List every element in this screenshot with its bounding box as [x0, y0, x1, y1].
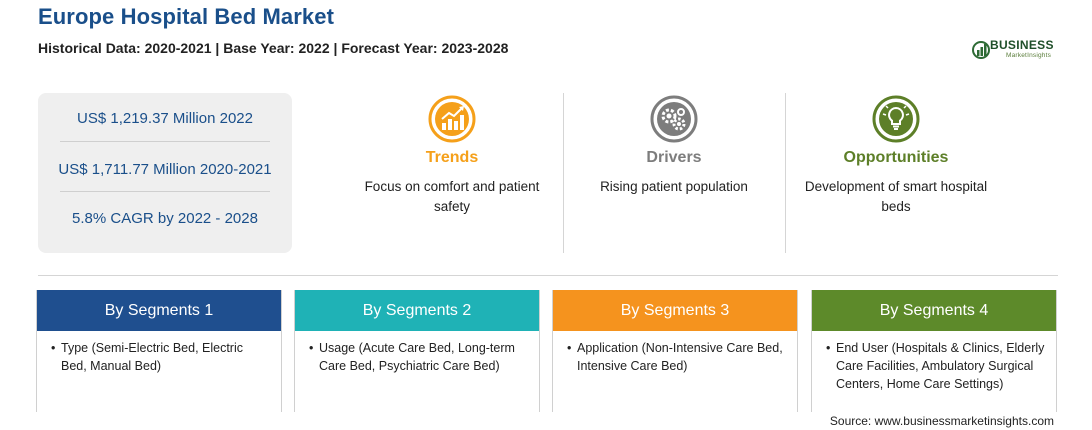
- column-divider: [785, 93, 786, 253]
- drivers-column: Drivers Rising patient population: [574, 95, 774, 197]
- drivers-title: Drivers: [646, 149, 702, 166]
- logo-tagline: MarketInsights: [1006, 52, 1052, 59]
- logo-name: BUSINESS: [990, 38, 1054, 52]
- trends-title: Trends: [425, 149, 479, 166]
- segment-text: Type (Semi-Electric Bed, Electric Bed, M…: [61, 341, 243, 373]
- opportunities-title: Opportunities: [843, 149, 949, 166]
- segment-body: • Application (Non-Intensive Care Bed, I…: [553, 331, 797, 375]
- gears-icon: [650, 95, 698, 143]
- segment-header: By Segments 1: [37, 290, 281, 331]
- bullet-icon: •: [309, 341, 314, 355]
- stat-market-size-2022: US$ 1,219.37 Million 2022: [77, 110, 253, 127]
- trends-column: Trends Focus on comfort and patient safe…: [352, 95, 552, 217]
- stat-cagr: 5.8% CAGR by 2022 - 2028: [72, 210, 258, 227]
- bullet-icon: •: [567, 341, 572, 355]
- bullet-icon: •: [826, 341, 831, 355]
- segment-card-3: By Segments 3 • Application (Non-Intensi…: [552, 290, 798, 412]
- page-subtitle: Historical Data: 2020-2021 | Base Year: …: [38, 40, 509, 56]
- drivers-text: Rising patient population: [600, 179, 748, 194]
- lightbulb-icon: [872, 95, 920, 143]
- stat-market-size-historical: US$ 1,711.77 Million 2020-2021: [58, 161, 272, 178]
- segment-body: • End User (Hospitals & Clinics, Elderly…: [812, 331, 1056, 393]
- section-divider: [38, 275, 1058, 276]
- opportunities-column: Opportunities Development of smart hospi…: [796, 95, 996, 217]
- segment-card-4: By Segments 4 • End User (Hospitals & Cl…: [811, 290, 1057, 412]
- segment-text: End User (Hospitals & Clinics, Elderly C…: [836, 341, 1045, 391]
- segment-header: By Segments 4: [812, 290, 1056, 331]
- trend-chart-icon: [428, 95, 476, 143]
- trends-text: Focus on comfort and patient safety: [364, 179, 540, 214]
- segment-text: Application (Non-Intensive Care Bed, Int…: [577, 341, 783, 373]
- stat-divider: [60, 191, 270, 192]
- source-note: Source: www.businessmarketinsights.com: [829, 414, 1054, 428]
- page-title: Europe Hospital Bed Market: [38, 4, 334, 29]
- market-stats-panel: US$ 1,219.37 Million 2022 US$ 1,711.77 M…: [38, 93, 292, 253]
- segment-card-2: By Segments 2 • Usage (Acute Care Bed, L…: [294, 290, 540, 412]
- segment-body: • Usage (Acute Care Bed, Long-term Care …: [295, 331, 539, 375]
- brand-logo: BUSINESS MarketInsights: [972, 36, 1062, 62]
- segment-header: By Segments 2: [295, 290, 539, 331]
- segment-text: Usage (Acute Care Bed, Long-term Care Be…: [319, 341, 515, 373]
- segment-header: By Segments 3: [553, 290, 797, 331]
- segment-body: • Type (Semi-Electric Bed, Electric Bed,…: [37, 331, 281, 375]
- column-divider: [563, 93, 564, 253]
- bullet-icon: •: [51, 341, 56, 355]
- opportunities-text: Development of smart hospital beds: [804, 179, 988, 214]
- stat-divider: [60, 141, 270, 142]
- segment-card-1: By Segments 1 • Type (Semi-Electric Bed,…: [36, 290, 282, 412]
- logo-globe-icon: [972, 41, 990, 59]
